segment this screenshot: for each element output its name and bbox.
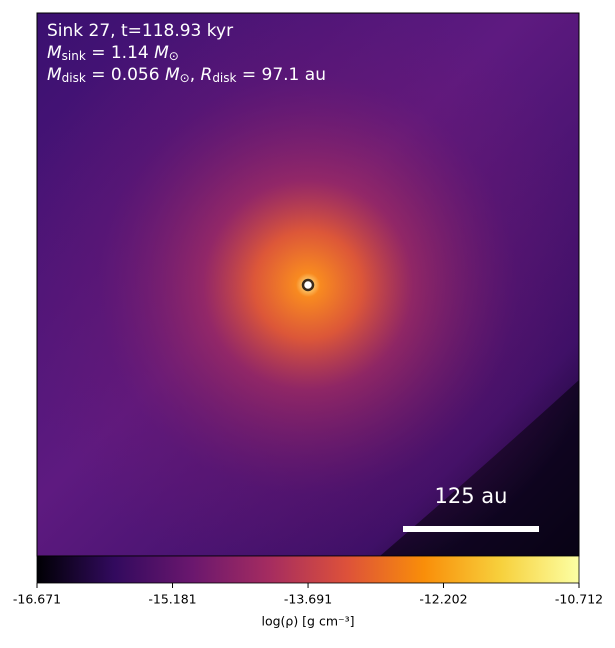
annotation: Msink = 1.14 M⊙ (47, 43, 179, 63)
tick-label: -10.712 (555, 592, 603, 607)
annotation-part: R (201, 65, 213, 85)
annotation-part: M (47, 43, 62, 63)
colorbar (36, 555, 580, 584)
tick-label: -13.691 (284, 592, 332, 607)
annotation-part: ⊙ (169, 49, 179, 63)
annotation-part: = 97.1 au (236, 65, 326, 85)
sink-marker (301, 278, 315, 292)
annotation: Mdisk = 0.056 M⊙, Rdisk = 97.1 au (47, 65, 326, 85)
scale-bar-label: 125 au (435, 484, 508, 508)
scale-bar (403, 526, 539, 532)
tick-label: -15.181 (148, 592, 196, 607)
annotation-part: , (190, 65, 201, 85)
annotation-part: disk (212, 71, 236, 85)
tick-label: -16.671 (13, 592, 61, 607)
annotation-part: = 1.14 (86, 43, 154, 63)
annotation-part: M (154, 43, 169, 63)
density-image (37, 13, 579, 556)
annotation: Sink 27, t=118.93 kyr (47, 21, 233, 41)
annotation-part: M (47, 65, 62, 85)
annotation-part: disk (62, 71, 86, 85)
colorbar-label: log(ρ) [g cm⁻³] (261, 614, 354, 629)
annotation-part: sink (62, 49, 86, 63)
tick-label: -12.202 (419, 592, 467, 607)
annotation-part: = 0.056 (86, 65, 165, 85)
annotation-part: M (165, 65, 180, 85)
annotation-part: ⊙ (180, 71, 190, 85)
annotation-part: Sink 27, t=118.93 kyr (47, 21, 233, 41)
